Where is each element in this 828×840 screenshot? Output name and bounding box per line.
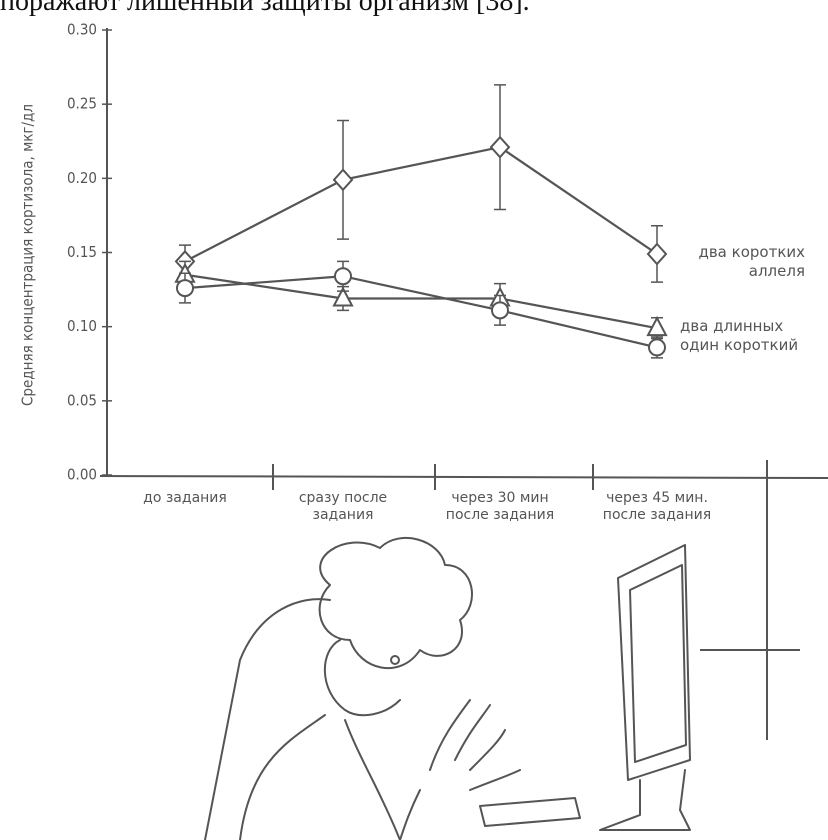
- marker: [649, 339, 665, 355]
- body: [240, 715, 400, 840]
- keyboard: [480, 798, 580, 826]
- marker: [492, 302, 508, 318]
- face: [325, 640, 400, 715]
- y-axis-label: Средняя концентрация кортизола, мкг/дл: [19, 104, 37, 406]
- series-line: [185, 147, 657, 261]
- x-tick-label: через 30 мин после задания: [435, 490, 565, 524]
- page: поражают лишенный защиты организм [38]. …: [0, 0, 828, 840]
- chart: Средняя концентрация кортизола, мкг/дл 0…: [0, 0, 828, 840]
- marker: [177, 280, 193, 296]
- eye: [391, 656, 399, 664]
- marker: [335, 268, 351, 284]
- y-tick-label: 0.10: [67, 317, 97, 335]
- hair: [320, 538, 472, 668]
- arm: [205, 599, 330, 840]
- x-tick-label: до задания: [105, 490, 265, 507]
- legend-label: два коротких аллеля: [680, 243, 805, 281]
- series-line: [185, 276, 657, 347]
- legend-label: один короткий: [680, 336, 828, 355]
- legend-label: два длинных: [680, 317, 828, 336]
- illustration: [205, 538, 690, 840]
- marker: [491, 137, 509, 157]
- monitor: [618, 545, 690, 780]
- y-tick-label: 0.05: [67, 391, 97, 409]
- x-tick-label: через 45 мин. после задания: [592, 490, 722, 524]
- hand: [400, 700, 520, 840]
- y-tick-label: 0.00: [67, 466, 97, 484]
- y-tick-label: 0.20: [67, 169, 97, 187]
- marker: [648, 244, 666, 264]
- y-tick-label: 0.30: [67, 21, 97, 39]
- y-tick-label: 0.25: [67, 95, 97, 113]
- x-axis: [100, 476, 828, 478]
- marker: [334, 170, 352, 190]
- monitor-stand: [600, 770, 690, 830]
- x-tick-label: сразу после задания: [278, 490, 408, 524]
- y-tick-label: 0.15: [67, 243, 97, 261]
